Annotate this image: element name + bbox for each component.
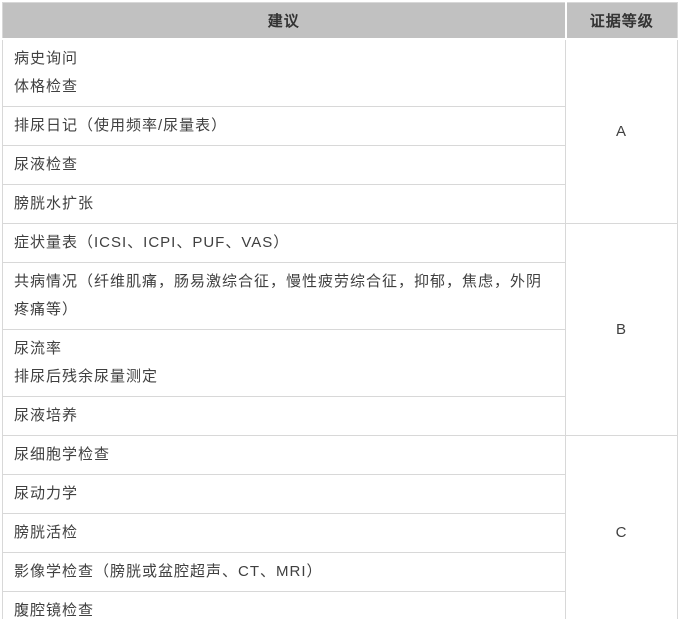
evidence-level-b-cell: B	[565, 223, 678, 436]
table-row: 病史询问 体格检查 A	[2, 38, 678, 224]
recommendation-line: 体格检查	[14, 77, 79, 95]
recommendation-line: 排尿后残余尿量测定	[14, 367, 159, 385]
table-row: 共病情况（纤维肌痛，肠易激综合征，慢性疲劳综合征，抑郁，焦虑，外阴疼痛等）	[2, 262, 678, 330]
recommendation-line: 尿液培养	[14, 406, 79, 424]
evidence-level-a-cell: A	[565, 38, 678, 224]
recommendation-cell: 尿液培养	[2, 396, 566, 436]
recommendation-line: 影像学检查（膀胱或盆腔超声、CT、MRI）	[14, 562, 323, 580]
recommendation-line: 尿液检查	[14, 155, 79, 173]
table-header: 建议 证据等级	[2, 2, 678, 40]
recommendation-cell: 尿流率 排尿后残余尿量测定	[2, 329, 566, 397]
table-row: 尿液培养	[2, 396, 678, 436]
table-row: 膀胱水扩张	[2, 184, 678, 224]
recommendation-line: 症状量表（ICSI、ICPI、PUF、VAS）	[14, 233, 290, 251]
recommendation-cell: 腹腔镜检查	[2, 591, 566, 619]
recommendation-cell: 影像学检查（膀胱或盆腔超声、CT、MRI）	[2, 552, 566, 592]
recommendation-line: 膀胱活检	[14, 523, 79, 541]
recommendation-line: 排尿日记（使用频率/尿量表）	[14, 116, 228, 134]
table-row: 膀胱活检	[2, 513, 678, 553]
table-row: 症状量表（ICSI、ICPI、PUF、VAS） B	[2, 223, 678, 436]
recommendation-cell: 共病情况（纤维肌痛，肠易激综合征，慢性疲劳综合征，抑郁，焦虑，外阴疼痛等）	[2, 262, 566, 330]
table-row: 尿液检查	[2, 145, 678, 185]
recommendation-line: 尿流率	[14, 339, 63, 357]
table-row: 尿流率 排尿后残余尿量测定	[2, 329, 678, 397]
recommendation-cell: 症状量表（ICSI、ICPI、PUF、VAS）	[2, 223, 566, 263]
recommendation-cell: 尿细胞学检查	[2, 435, 566, 475]
recommendation-line: 膀胱水扩张	[14, 194, 95, 212]
recommendation-cell: 尿液检查	[2, 145, 566, 185]
evidence-level-c-cell: C	[565, 435, 678, 619]
table-row: 影像学检查（膀胱或盆腔超声、CT、MRI）	[2, 552, 678, 592]
recommendation-cell: 尿动力学	[2, 474, 566, 514]
header-row: 建议 证据等级	[2, 2, 678, 40]
recommendation-cell: 排尿日记（使用频率/尿量表）	[2, 106, 566, 146]
table-row: 尿细胞学检查 C	[2, 435, 678, 619]
recommendation-line: 病史询问	[14, 49, 79, 67]
table-row: 腹腔镜检查	[2, 591, 678, 619]
recommendation-cell: 膀胱活检	[2, 513, 566, 553]
recommendation-line: 腹腔镜检查	[14, 601, 95, 619]
recommendation-line: 尿细胞学检查	[14, 445, 111, 463]
recommendation-line: 共病情况（纤维肌痛，肠易激综合征，慢性疲劳综合征，抑郁，焦虑，外阴疼痛等）	[14, 272, 543, 318]
table-row: 排尿日记（使用频率/尿量表）	[2, 106, 678, 146]
column-header-evidence: 证据等级	[564, 2, 678, 40]
recommendation-line: 尿动力学	[14, 484, 79, 502]
recommendation-cell: 病史询问 体格检查	[2, 38, 566, 107]
recommendation-cell: 膀胱水扩张	[2, 184, 566, 224]
column-header-recommendation: 建议	[2, 2, 566, 40]
table-row: 尿动力学	[2, 474, 678, 514]
